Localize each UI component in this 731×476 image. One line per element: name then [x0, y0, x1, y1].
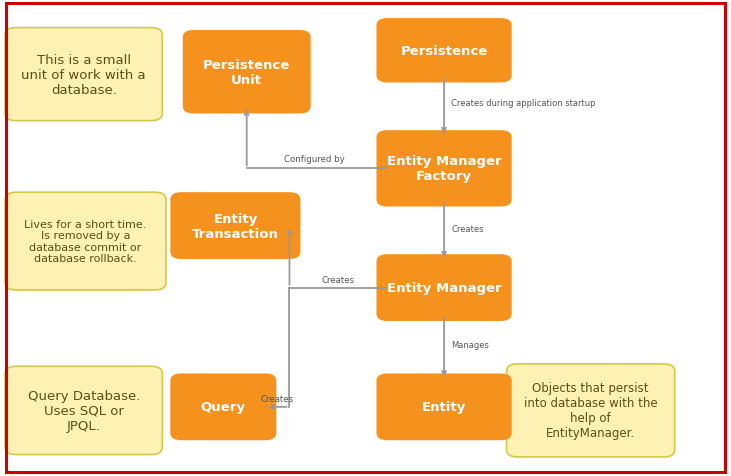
Text: Manages: Manages: [452, 340, 489, 349]
FancyBboxPatch shape: [376, 255, 512, 321]
FancyBboxPatch shape: [376, 131, 512, 207]
FancyBboxPatch shape: [376, 374, 512, 440]
Text: Objects that persist
into database with the
help of
EntityManager.: Objects that persist into database with …: [524, 382, 657, 439]
FancyBboxPatch shape: [5, 193, 166, 290]
Text: Entity Manager
Factory: Entity Manager Factory: [387, 155, 501, 183]
FancyBboxPatch shape: [183, 31, 311, 114]
Text: This is a small
unit of work with a
database.: This is a small unit of work with a data…: [21, 53, 146, 97]
Text: Entity Manager: Entity Manager: [387, 281, 501, 295]
Text: Persistence: Persistence: [401, 45, 488, 58]
Text: Entity: Entity: [422, 400, 466, 414]
FancyBboxPatch shape: [507, 364, 675, 457]
Text: Entity
Transaction: Entity Transaction: [192, 212, 279, 240]
Text: Persistence
Unit: Persistence Unit: [203, 59, 290, 87]
FancyBboxPatch shape: [5, 367, 162, 455]
Text: Creates during application startup: Creates during application startup: [452, 99, 596, 108]
Text: Query: Query: [201, 400, 246, 414]
FancyBboxPatch shape: [376, 19, 512, 83]
Text: Configured by: Configured by: [284, 154, 345, 163]
Text: Creates: Creates: [261, 394, 294, 403]
Text: Creates: Creates: [322, 275, 355, 284]
FancyBboxPatch shape: [5, 29, 162, 121]
Text: Creates: Creates: [452, 225, 484, 234]
Text: Lives for a short time.
Is removed by a
database commit or
database rollback.: Lives for a short time. Is removed by a …: [24, 219, 147, 264]
Text: Query Database.
Uses SQL or
JPQL.: Query Database. Uses SQL or JPQL.: [28, 389, 140, 432]
FancyBboxPatch shape: [170, 374, 276, 440]
FancyBboxPatch shape: [170, 193, 300, 259]
